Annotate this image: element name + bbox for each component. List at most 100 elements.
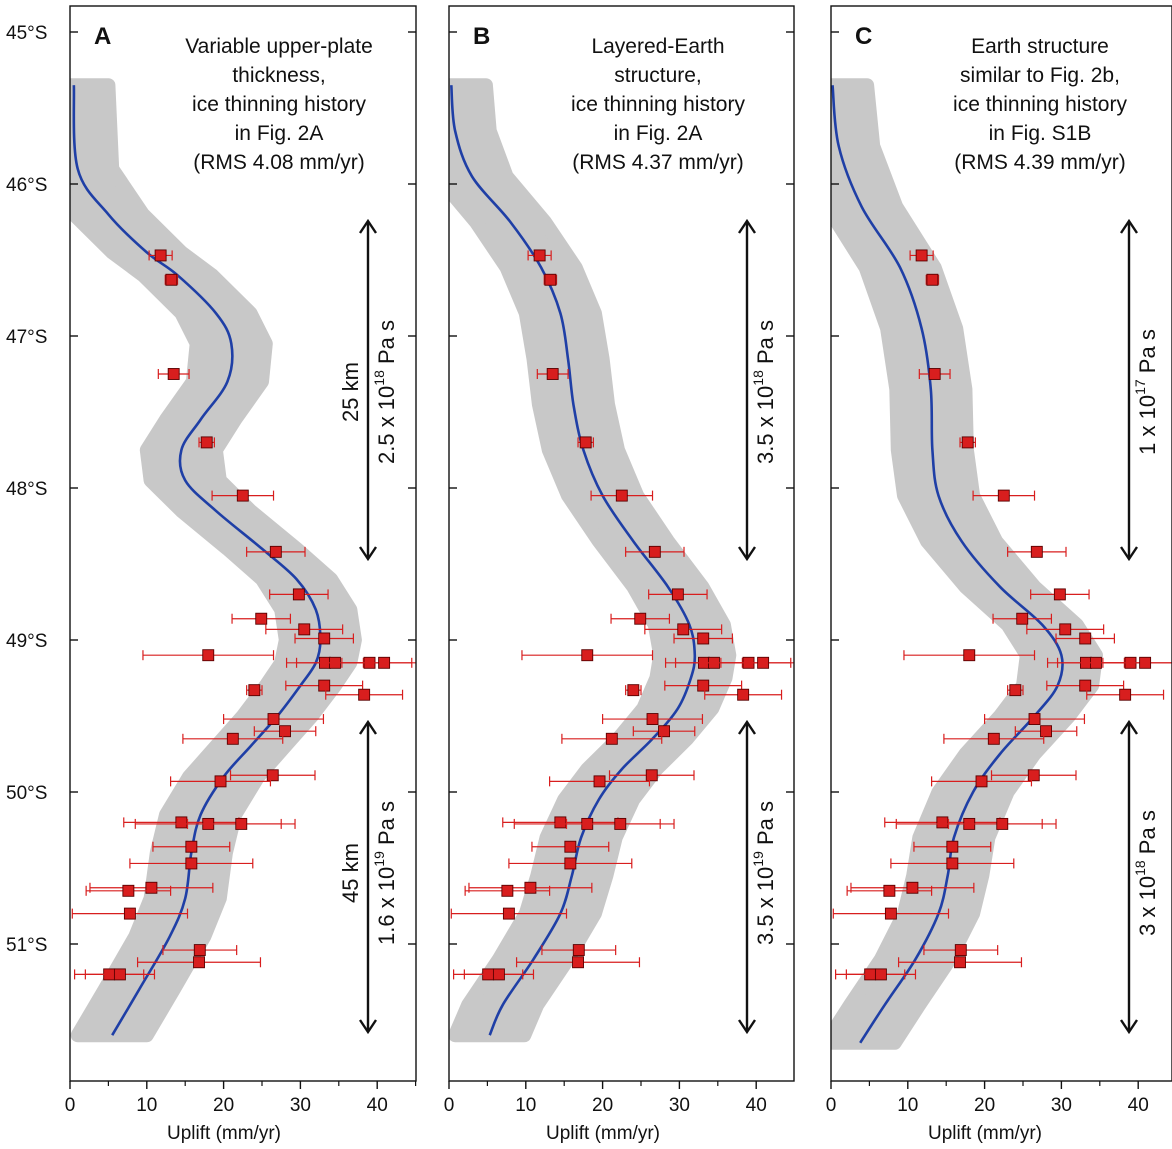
lower-mantle-arrow-head <box>359 1019 377 1035</box>
data-point <box>646 713 659 725</box>
annotation-line: ice thinning history <box>953 93 1127 116</box>
x-tick-label: 30 <box>669 1095 690 1116</box>
data-point <box>1028 713 1041 725</box>
data-point <box>936 816 949 829</box>
x-axis-label: Uplift (mm/yr) <box>928 1123 1042 1144</box>
data-point <box>122 884 135 897</box>
data-point <box>145 881 158 894</box>
data-point <box>318 679 331 692</box>
data-point <box>1119 688 1132 701</box>
data-point <box>235 817 248 830</box>
lower-mantle-arrow-head <box>738 1019 756 1035</box>
data-point <box>634 612 647 625</box>
upper-viscosity-label: 1 x 1017 Pa s <box>1132 329 1160 455</box>
data-point <box>185 840 198 853</box>
data-point <box>269 545 282 558</box>
x-tick-label: 0 <box>444 1095 455 1116</box>
annotation-line: (RMS 4.08 mm/yr) <box>193 151 365 174</box>
data-point <box>202 649 215 662</box>
x-axis-label: Uplift (mm/yr) <box>167 1123 281 1144</box>
data-point <box>492 968 505 981</box>
data-point <box>906 881 919 894</box>
panel-label: B <box>473 23 490 50</box>
data-point <box>564 840 577 853</box>
panel-c: 0 10 20 30 40 Uplift (mm/yr) C Earth structure s… <box>826 5 1172 1144</box>
data-point <box>581 649 594 662</box>
panel-b: 0 10 20 30 40 Uplift (mm/yr) B Layered-Earth str… <box>444 5 795 1144</box>
lower-viscosity-label: 3.5 x 1019 Pa s <box>750 801 778 945</box>
data-point <box>757 656 770 669</box>
annotation-line: ice thinning history <box>571 93 745 116</box>
data-point <box>524 881 537 894</box>
data-point <box>193 956 205 969</box>
data-point <box>915 249 928 262</box>
x-tick-label: 30 <box>1051 1095 1072 1116</box>
data-point <box>255 612 268 625</box>
data-point <box>1027 769 1040 782</box>
data-point <box>214 775 227 788</box>
data-point <box>564 857 577 870</box>
data-point <box>1079 632 1092 645</box>
data-point <box>554 816 567 829</box>
plot-area <box>449 78 794 1043</box>
data-point <box>954 944 967 957</box>
data-point <box>671 588 684 601</box>
upper-viscosity-label: 2.5 x 1018 Pa s <box>371 320 399 464</box>
data-point <box>697 679 710 692</box>
x-axis-label: Uplift (mm/yr) <box>546 1123 660 1144</box>
data-point <box>572 944 585 957</box>
model-curve <box>450 85 697 1036</box>
annotation-line: thickness, <box>232 64 325 87</box>
y-tick-label: 47°S <box>6 327 47 348</box>
data-point <box>614 817 627 830</box>
annotation-line: (RMS 4.39 mm/yr) <box>954 151 1126 174</box>
x-tick-label: 10 <box>136 1095 157 1116</box>
data-point <box>605 732 618 745</box>
annotation-line: similar to Fig. 2b, <box>960 64 1120 87</box>
data-point <box>1016 612 1029 625</box>
annotation-line: (RMS 4.37 mm/yr) <box>572 151 744 174</box>
upper-viscosity-label: 3.5 x 1018 Pa s <box>750 320 778 464</box>
data-point <box>298 623 311 636</box>
x-tick-label: 20 <box>213 1095 234 1116</box>
upper-mantle-arrow-head <box>359 546 377 562</box>
y-tick-label: 48°S <box>6 479 47 500</box>
annotation-line: Layered-Earth <box>591 35 724 58</box>
data-point <box>975 775 988 788</box>
panel-a: 45°S 46°S 47°S 48°S 49°S 50°S 51°S 0 10 20 30 40 Upl… <box>6 5 417 1144</box>
data-point <box>185 857 198 870</box>
lower-viscosity-label: 3 x 1018 Pa s <box>1132 810 1160 936</box>
annotation-line: ice thinning history <box>192 93 366 116</box>
data-point <box>378 656 391 669</box>
model-curve <box>72 85 322 1036</box>
y-tick-label: 51°S <box>6 935 47 956</box>
data-point <box>266 769 279 782</box>
data-point <box>502 907 515 920</box>
upper-mantle-arrow-head <box>359 218 377 234</box>
data-point <box>627 684 640 697</box>
data-point <box>883 884 896 897</box>
upper-viscosity-label: 25 km <box>338 362 363 422</box>
data-point <box>572 956 584 969</box>
upper-mantle-arrow-head <box>1120 218 1138 234</box>
data-point <box>658 725 670 738</box>
data-point <box>236 489 249 502</box>
annotation-line: in Fig. 2A <box>235 122 324 145</box>
data-point <box>501 884 514 897</box>
data-point <box>1059 623 1072 636</box>
data-point <box>884 907 897 920</box>
upper-mantle-arrow-head <box>1120 546 1138 562</box>
y-tick-label: 49°S <box>6 631 47 652</box>
data-point <box>648 545 661 558</box>
annotation-line: in Fig. 2A <box>614 122 703 145</box>
data-point <box>946 857 959 870</box>
data-point <box>954 956 966 969</box>
data-point <box>926 273 939 286</box>
x-tick-label: 10 <box>897 1095 918 1116</box>
data-point <box>544 273 557 286</box>
data-point <box>226 732 239 745</box>
x-tick-label: 20 <box>974 1095 995 1116</box>
y-tick-label: 50°S <box>6 783 47 804</box>
y-tick-label: 45°S <box>6 23 47 44</box>
data-point <box>358 688 371 701</box>
